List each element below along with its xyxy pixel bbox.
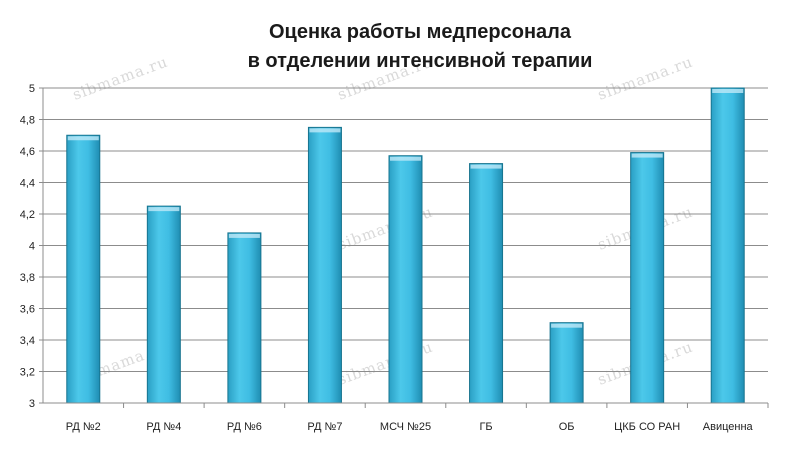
y-tick-label: 3,4 <box>20 335 35 347</box>
y-tick-label: 4,8 <box>20 115 35 127</box>
bar <box>66 134 101 404</box>
bar-group <box>146 205 181 404</box>
x-category-label: РД №7 <box>307 421 342 433</box>
y-tick-label: 3 <box>29 398 35 410</box>
x-axis-category-labels: РД №2 РД №4 РД №6 РД №7 МСЧ №25 ГБ ОБ ЦКБ СО РА… <box>66 421 754 433</box>
x-axis <box>42 88 769 408</box>
x-category-label: РД №2 <box>66 421 101 433</box>
y-axis-tick-labels: 3 3,2 3,4 3,6 3,8 4 4,2 4,4 4,6 4,8 5 <box>20 83 35 410</box>
x-category-label: ГБ <box>479 421 492 433</box>
y-tick-label: 4 <box>29 241 35 253</box>
y-tick-label: 4,4 <box>20 178 35 190</box>
bar-series <box>66 87 745 404</box>
bar-group <box>630 152 665 404</box>
bar-top-highlight <box>67 136 99 141</box>
bar <box>388 155 423 404</box>
y-tick-label: 4,6 <box>20 146 35 158</box>
bar <box>227 232 262 404</box>
bar-group <box>710 87 745 404</box>
bar-top-highlight <box>470 164 502 169</box>
watermark-text: sibmama.ru <box>70 53 170 104</box>
bar <box>146 205 181 404</box>
bar-top-highlight <box>148 207 180 212</box>
x-category-label: ЦКБ СО РАН <box>614 421 680 433</box>
bar-top-highlight <box>309 128 341 133</box>
bar-top-highlight <box>551 323 583 328</box>
bar <box>710 87 745 404</box>
bar <box>549 322 584 404</box>
x-category-label: РД №4 <box>146 421 181 433</box>
y-tick-label: 3,6 <box>20 304 35 316</box>
bar-group <box>388 155 423 404</box>
bar-top-highlight <box>631 153 663 158</box>
y-tick-label: 4,2 <box>20 209 35 221</box>
x-category-label: ОБ <box>559 421 575 433</box>
x-category-label: РД №6 <box>227 421 262 433</box>
bar <box>307 126 342 404</box>
chart-title-line-1: Оценка работы медперсонала <box>269 21 572 43</box>
bar-group <box>469 163 504 404</box>
bar-top-highlight <box>712 89 744 93</box>
bar-group <box>227 232 262 404</box>
bar <box>469 163 504 404</box>
y-tick-label: 3,2 <box>20 367 35 379</box>
bar-top-highlight <box>390 156 421 161</box>
y-tick-label: 5 <box>29 83 35 95</box>
x-category-label: Авиценна <box>703 421 754 433</box>
y-tick-label: 3,8 <box>20 272 35 284</box>
x-category-label: МСЧ №25 <box>380 421 431 433</box>
bar-group <box>66 134 101 404</box>
bar-group <box>307 126 342 404</box>
watermark-text: sibmama.ru <box>595 53 695 104</box>
bar <box>630 152 665 404</box>
chart-title-line-2: в отделении интенсивной терапии <box>248 50 593 72</box>
bar-group <box>549 322 584 404</box>
bar-top-highlight <box>228 233 260 238</box>
